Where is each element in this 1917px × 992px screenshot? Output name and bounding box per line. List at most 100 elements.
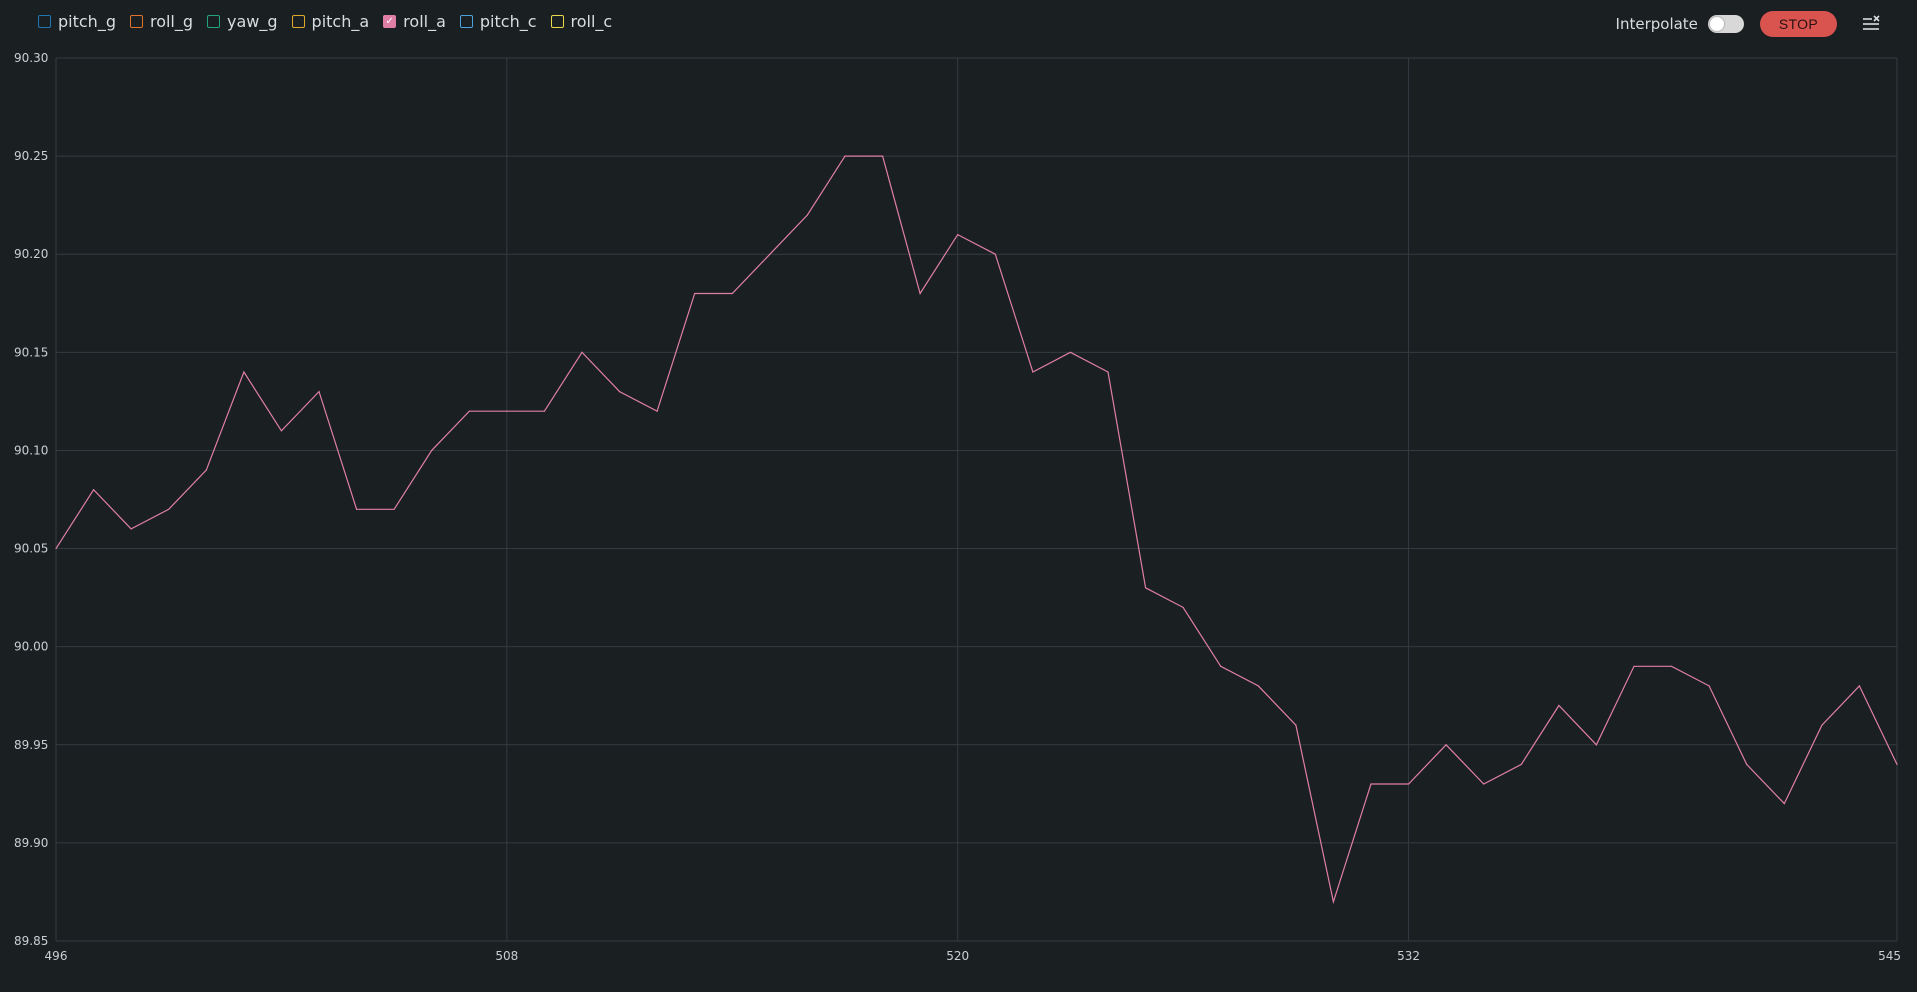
legend-label: roll_g — [149, 12, 194, 31]
data-point — [1896, 763, 1898, 766]
data-point — [1032, 371, 1034, 373]
toggle-knob — [1709, 17, 1724, 31]
checkbox-icon[interactable]: ✓ — [383, 15, 397, 28]
y-tick-label: 89.95 — [14, 738, 48, 752]
checkbox-icon[interactable] — [207, 15, 221, 28]
legend-item-roll-c[interactable]: roll_c — [550, 12, 613, 31]
data-point — [1257, 685, 1259, 687]
y-tick-label: 90.10 — [14, 443, 48, 457]
data-point — [55, 547, 57, 550]
y-tick-label: 90.15 — [14, 345, 48, 359]
data-point — [318, 390, 320, 393]
data-point — [1182, 606, 1184, 609]
legend-label: pitch_g — [58, 12, 116, 31]
legend-item-yaw-g[interactable]: yaw_g — [207, 12, 278, 31]
y-tick-label: 89.85 — [14, 934, 48, 948]
data-point — [1858, 685, 1861, 687]
x-tick-label: 545 — [1878, 949, 1901, 963]
legend-label: roll_a — [403, 12, 446, 31]
checkbox-icon[interactable] — [459, 15, 473, 28]
data-point — [1445, 744, 1447, 746]
data-point — [168, 508, 170, 510]
data-point — [618, 390, 621, 393]
data-point — [919, 292, 921, 295]
data-point — [431, 449, 433, 452]
legend-item-pitch-a[interactable]: pitch_a — [291, 12, 370, 31]
data-point — [205, 469, 207, 471]
data-point — [1295, 724, 1297, 726]
menu-close-icon[interactable] — [1861, 14, 1881, 34]
series-line-roll-a — [55, 155, 1898, 905]
data-point — [731, 292, 733, 295]
checkbox-icon[interactable] — [550, 15, 564, 28]
y-tick-label: 89.90 — [14, 836, 48, 850]
data-point — [1332, 901, 1335, 903]
toolbar: pitch_g roll_g yaw_g pitch_a ✓ roll_a pitch_c r… — [0, 0, 1917, 44]
data-point — [506, 410, 508, 412]
data-point — [1746, 763, 1748, 766]
data-point — [806, 214, 809, 216]
data-point — [957, 234, 959, 236]
data-point — [393, 508, 395, 510]
legend-item-roll-a[interactable]: ✓ roll_a — [383, 12, 446, 31]
legend-label: pitch_a — [311, 12, 370, 31]
checkbox-icon[interactable] — [38, 15, 51, 28]
data-point — [1220, 665, 1222, 667]
data-point — [543, 410, 546, 412]
checkbox-icon[interactable] — [129, 15, 143, 28]
data-point — [468, 410, 470, 412]
data-point — [1483, 783, 1485, 785]
x-tick-label: 496 — [45, 949, 68, 963]
data-point — [1633, 665, 1635, 667]
data-point — [243, 371, 245, 373]
data-point — [1595, 744, 1598, 746]
legend-label: pitch_c — [479, 12, 537, 31]
line-chart[interactable]: 90.30 90.25 90.20 90.15 90.10 90.05 90.00 89.95… — [0, 44, 1917, 992]
data-point — [656, 410, 658, 412]
data-point — [881, 155, 884, 157]
data-point — [1370, 783, 1372, 785]
data-point — [994, 253, 996, 255]
checkbox-icon[interactable] — [291, 15, 305, 28]
legend-label: yaw_g — [227, 12, 278, 31]
x-axis-labels: 496 508 520 532 545 — [45, 949, 1901, 963]
legend-item-roll-g[interactable]: roll_g — [129, 12, 194, 31]
data-point — [769, 253, 771, 255]
y-axis-labels: 90.30 90.25 90.20 90.15 90.10 90.05 90.00 89.95… — [14, 51, 48, 948]
data-point — [1821, 724, 1823, 726]
data-point — [581, 351, 583, 353]
y-tick-label: 90.00 — [14, 640, 48, 654]
data-point — [1670, 665, 1673, 667]
right-controls: Interpolate STOP — [1616, 11, 1881, 37]
y-tick-label: 90.30 — [14, 51, 48, 65]
x-tick-label: 532 — [1397, 949, 1420, 963]
data-point — [355, 508, 358, 510]
legend-item-pitch-g[interactable]: pitch_g — [38, 12, 116, 31]
x-tick-label: 520 — [946, 949, 969, 963]
data-point — [1107, 371, 1109, 373]
data-point — [1144, 587, 1147, 589]
legend-label: roll_c — [570, 12, 613, 31]
data-point — [1783, 803, 1785, 805]
data-point — [280, 430, 283, 432]
y-tick-label: 90.05 — [14, 542, 48, 556]
y-tick-label: 90.25 — [14, 149, 48, 163]
data-point — [1520, 763, 1522, 766]
data-point — [1708, 685, 1710, 687]
data-point — [1069, 351, 1072, 353]
data-point — [694, 292, 696, 295]
data-point — [1558, 704, 1560, 707]
data-point — [130, 528, 132, 530]
data-point — [1407, 783, 1410, 785]
grid-lines — [55, 57, 1898, 942]
series-legend: pitch_g roll_g yaw_g pitch_a ✓ roll_a pitch_c r… — [38, 12, 626, 31]
y-tick-label: 90.20 — [14, 247, 48, 261]
data-point — [844, 155, 846, 157]
series-layer — [55, 155, 1898, 905]
interpolate-label: Interpolate — [1615, 15, 1698, 33]
data-point — [92, 489, 95, 491]
interpolate-toggle[interactable] — [1707, 15, 1744, 33]
legend-item-pitch-c[interactable]: pitch_c — [459, 12, 537, 31]
stop-button[interactable]: STOP — [1759, 11, 1837, 37]
x-tick-label: 508 — [495, 949, 518, 963]
